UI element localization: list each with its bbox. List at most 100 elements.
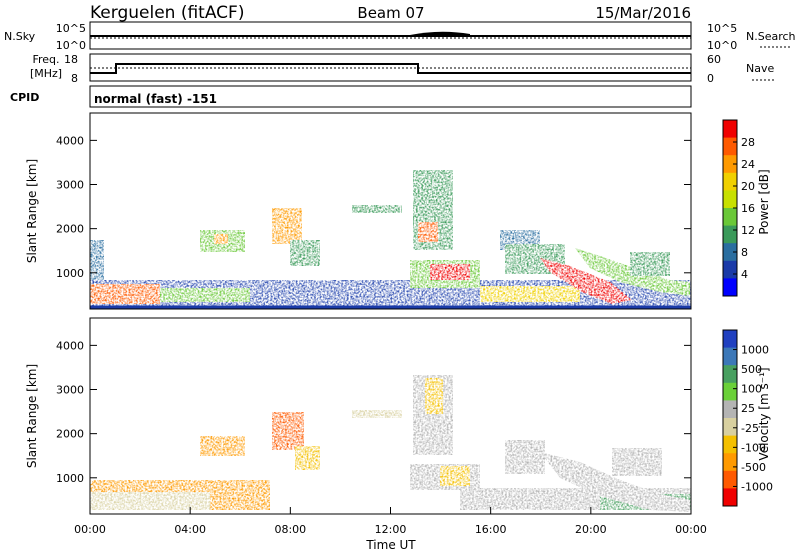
x-tick-label: 08:00 [274,523,306,536]
y-tick-label: 3000 [56,179,84,192]
x-tick-label: 04:00 [174,523,206,536]
colorbar-tick-label: 20 [741,180,755,193]
vel-blob-1300-core [425,378,443,414]
nsearch-tick-top: 10^5 [707,22,737,35]
colorbar-swatch [723,278,737,297]
cpid-panel: CPID normal (fast) -151 [10,85,692,108]
colorbar-swatch [723,330,737,349]
colorbar-swatch [723,347,737,366]
colorbar-swatch [723,382,737,401]
velocity-data [90,375,691,512]
freq-line [90,63,691,74]
colorbar-tick-label: 1000 [741,344,769,357]
velocity-y-axis: 1000 2000 3000 4000 [56,339,691,485]
y-tick-label: 2000 [56,428,84,441]
power-colorbar-label: Power [dB] [757,169,771,234]
power-near-blob-2 [160,288,250,302]
colorbar-tick-label: 16 [741,202,755,215]
velocity-xlabel: Time UT [365,538,416,552]
velocity-x-axis: 00:00 04:00 08:00 12:00 16:00 20:00 00:00 [74,507,707,536]
colorbar-tick-label: 28 [741,136,755,149]
colorbar-tick-label: -25 [741,422,759,435]
power-blob-1430-core [430,264,470,280]
vel-blob-2200 [612,448,662,476]
x-tick-label: 12:00 [375,523,407,536]
colorbar-tick-label: 25 [741,402,755,415]
power-data [90,170,691,309]
colorbar-tick-label: -1000 [741,480,773,493]
colorbar-swatch [723,155,737,174]
power-near-blob-1 [90,284,160,304]
colorbar-tick-label: 4 [741,268,748,281]
power-blob-0830 [290,240,320,266]
colorbar-tick-label: 8 [741,246,748,259]
nsearch-label: N.Search [746,30,796,43]
colorbar-swatch [723,243,737,262]
colorbar-swatch [723,120,737,139]
colorbar-swatch [723,208,737,227]
colorbar-swatch [723,488,737,507]
colorbar-swatch [723,190,737,209]
nave-label: Nave [746,62,774,75]
colorbar-swatch [723,470,737,489]
freq-tick-top: 18 [64,53,78,66]
colorbar-swatch [723,260,737,279]
colorbar-swatch [723,365,737,384]
colorbar-swatch [723,453,737,472]
colorbar-swatch [723,137,737,156]
colorbar-swatch [723,172,737,191]
power-panel: 1000 2000 3000 4000 Slant Range [km] [25,112,692,310]
station-title: Kerguelen (fitACF) [90,3,244,23]
colorbar-swatch [723,400,737,419]
colorbar-tick-label: -100 [741,441,766,454]
y-tick-label: 1000 [56,267,84,280]
power-blob-1300-core [418,222,438,242]
power-left-edge [90,240,104,280]
nsky-tick-bottom: 10^0 [56,39,86,52]
cpid-label: CPID [10,91,39,104]
y-tick-label: 3000 [56,384,84,397]
colorbar-swatch [723,435,737,454]
power-colorbar: Power [dB] 28 24 20 16 12 8 4 [722,119,771,297]
x-tick-label: 16:00 [475,523,507,536]
y-tick-label: 4000 [56,339,84,352]
freq-panel: Freq. [MHz] 18 8 60 0 Nave [30,53,775,85]
velocity-panel: 1000 2000 3000 4000 00:00 04:00 08:00 12:00 16:… [25,317,707,552]
nave-tick-bottom: 0 [707,72,714,85]
power-y-axis: 1000 2000 3000 4000 [56,134,691,280]
vel-blob-0830 [295,446,320,470]
cpid-text: normal (fast) -151 [94,92,217,106]
nsky-tick-top: 10^5 [56,22,86,35]
colorbar-swatch [723,225,737,244]
vel-blob-2000 [540,452,690,512]
colorbar-frame [722,329,738,507]
vel-blob-1430-core [440,466,470,486]
colorbar-tick-label: -500 [741,461,766,474]
nsearch-tick-bottom: 10^0 [707,39,737,52]
nsky-bump [410,31,470,36]
date-label: 15/Mar/2016 [595,4,691,22]
nsky-panel: N.Sky 10^5 10^0 10^5 10^0 N.Search [4,21,796,52]
y-tick-label: 1000 [56,472,84,485]
power-blob-0800 [272,208,302,244]
power-near-blob-3 [480,286,580,302]
vel-blob-1100 [352,410,402,418]
nsky-label: N.Sky [4,30,36,43]
colorbar-tick-label: 12 [741,224,755,237]
velocity-ylabel: Slant Range [km] [25,364,39,468]
y-tick-label: 2000 [56,223,84,236]
y-tick-label: 4000 [56,134,84,147]
freq-label-1: Freq. [32,53,59,66]
power-ylabel: Slant Range [km] [25,159,39,263]
beam-label: Beam 07 [357,4,424,22]
nave-tick-top: 60 [707,53,721,66]
x-tick-label: 00:00 [74,523,106,536]
colorbar-swatch [723,418,737,437]
power-blob-1100 [352,205,402,213]
power-blob-2000 [540,258,632,304]
colorbar-tick-label: 24 [741,158,755,171]
power-blob-2200 [630,252,670,276]
colorbar-tick-label: 100 [741,383,762,396]
